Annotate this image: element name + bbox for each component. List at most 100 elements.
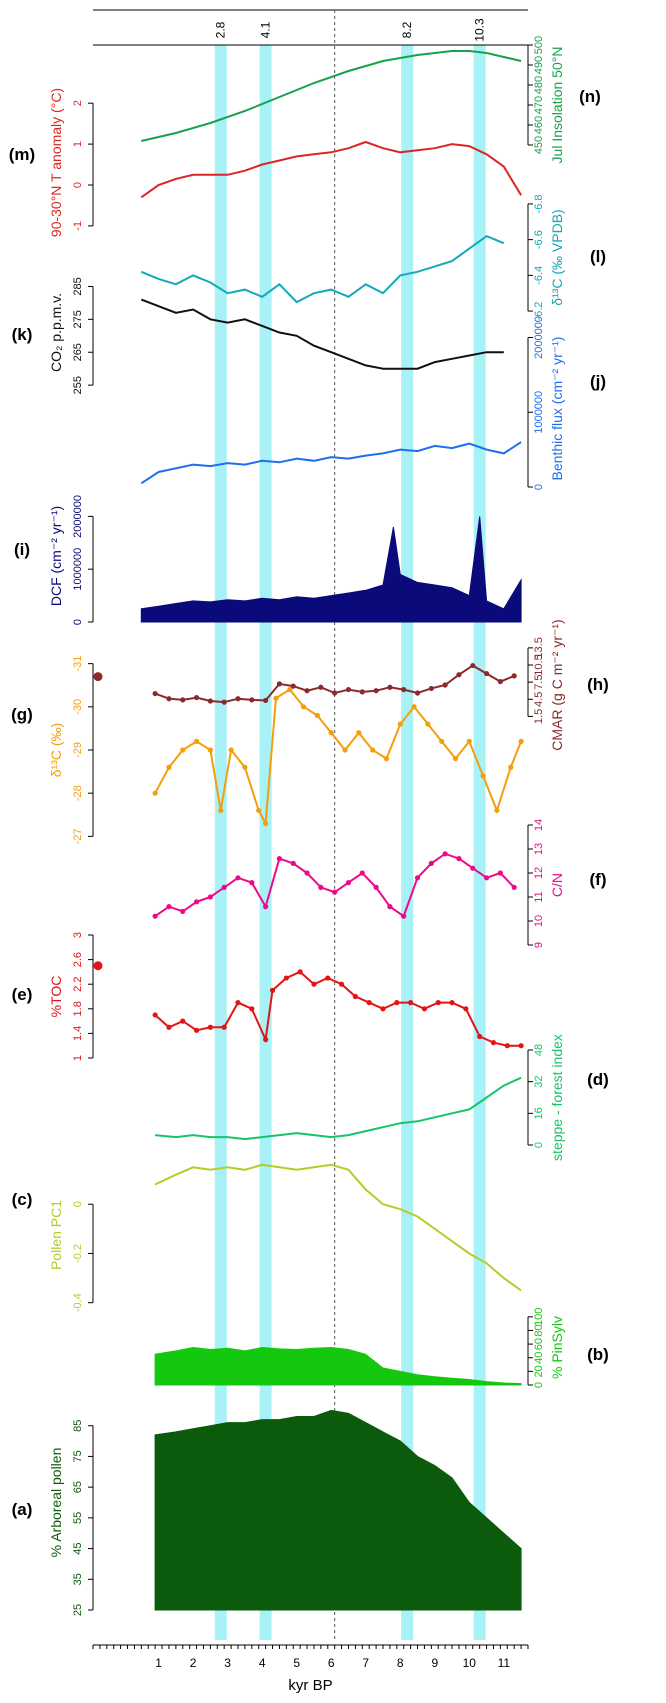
panel-h-tick-label-2: 7.5 [533, 674, 545, 689]
panel-f-point-24 [483, 875, 490, 881]
panel-k-series-line [140, 298, 504, 370]
x-tick-label-7: 8 [397, 1656, 404, 1670]
panel-l-tick-label-0: -6.2 [533, 302, 545, 321]
panel-f-point-21 [442, 851, 448, 857]
panel-n-tick-label-4: 490 [533, 56, 545, 74]
panel-g-series-line [154, 688, 523, 827]
panel-e-point-19 [408, 1000, 414, 1006]
panel-f-point-17 [387, 904, 393, 910]
panel-h-point-12 [318, 684, 324, 690]
panel-a-ylabel: % Arboreal pollen [48, 1448, 64, 1558]
panel-n-tick-label-0: 450 [533, 136, 545, 154]
panel-f-tick-label-1: 10 [533, 915, 545, 927]
x-tick-label-8: 9 [431, 1656, 438, 1670]
panel-c-tick-label-0: -0.4 [72, 1293, 84, 1312]
panel-e-point-7 [249, 1006, 255, 1012]
panel-c-letter: (c) [12, 1190, 33, 1209]
panel-f-point-10 [290, 860, 296, 867]
panel-i-area [140, 516, 522, 623]
panel-e-point-24 [477, 1033, 483, 1040]
x-tick-label-2: 3 [224, 1656, 231, 1670]
panel-j-tick-label-0: 0 [533, 484, 545, 490]
panel-c-tick-label-2: 0 [72, 1201, 84, 1207]
panel-f-point-11 [304, 870, 310, 876]
panel-g-point-15 [342, 747, 348, 753]
panel-e-tick-label-0: 1 [72, 1055, 84, 1061]
panel-b-tick-label-3: 60 [533, 1338, 545, 1350]
panel-h-point-25 [497, 678, 503, 685]
panel-i: 0 1000000 2000000 DCF (cm⁻² yr⁻¹) (i) [14, 495, 522, 625]
panel-h-point-15 [359, 689, 365, 695]
panel-f-point-1 [166, 904, 172, 910]
panel-j-ylabel: Benthic flux (cm⁻² yr⁻¹) [549, 337, 565, 481]
panel-h-point-10 [290, 683, 296, 689]
panel-f-point-9 [276, 856, 283, 862]
panel-g-point-13 [314, 712, 321, 719]
panel-g-point-16 [356, 730, 362, 736]
panel-h-point-21 [442, 682, 448, 688]
panel-e-point-27 [518, 1043, 524, 1049]
band-label-2: 8.2 [400, 21, 414, 38]
panel-h-letter: (h) [587, 675, 609, 694]
panel-j-tick-label-1: 1000000 [533, 391, 545, 434]
panel-k: 255 265 275 285 CO₂ p.p.m.v. (k) [12, 277, 504, 394]
panel-h-ylabel: CMAR (g C m⁻² yr⁻¹) [549, 619, 565, 750]
panel-e-point-5 [221, 1024, 227, 1030]
panel-b-tick-label-2: 40 [533, 1352, 545, 1364]
panel-f-point-20 [428, 860, 434, 867]
panel-m: -1 0 1 2 90-30°N T anomaly (°C) (m) [9, 88, 522, 237]
panel-h-point-26 [511, 673, 517, 679]
panel-g-point-17 [370, 747, 376, 753]
panel-f-point-5 [221, 884, 227, 891]
panel-m-tick-label-0: -1 [72, 221, 84, 231]
panel-g-point-12 [300, 704, 307, 710]
panel-e-point-17 [380, 1006, 386, 1012]
panel-k-tick-label-3: 285 [72, 277, 84, 295]
panel-c-series-line [154, 1163, 522, 1292]
panel-h-point-20 [428, 685, 434, 692]
panel-k-ylabel: CO₂ p.p.m.v. [48, 293, 64, 372]
panel-e-point-22 [449, 1000, 455, 1006]
panel-g-point-4 [207, 747, 213, 753]
panel-d-tick-label-3: 48 [533, 1044, 545, 1056]
panel-l-tick-label-1: -6.4 [533, 266, 545, 285]
panel-a-tick-label-4: 65 [72, 1481, 84, 1493]
panel-e-ylabel: %TOC [48, 976, 64, 1018]
panel-c-tick-label-1: -0.2 [72, 1244, 84, 1263]
panel-b-letter: (b) [587, 1345, 609, 1364]
x-axis-label: kyr BP [288, 1677, 332, 1694]
highlight-bands [214, 45, 486, 1640]
panel-e-point-4 [207, 1024, 213, 1030]
panel-h-tick-label-1: 4.5 [533, 692, 545, 707]
panel-e-letter: (e) [12, 985, 33, 1004]
panel-c-ylabel: Pollen PC1 [48, 1200, 64, 1270]
panel-e-point-26 [504, 1043, 510, 1049]
band-label-0: 2.8 [214, 21, 228, 38]
panel-j: 0 1000000 2000000 Benthic flux (cm⁻² yr⁻¹) (… [140, 316, 606, 490]
panel-g-point-25 [480, 773, 486, 779]
panel-g-point-10 [273, 695, 279, 701]
panel-a-tick-label-6: 85 [72, 1420, 84, 1432]
panel-a-area [154, 1409, 522, 1611]
panel-d-letter: (d) [587, 1070, 609, 1089]
panel-g-tick-label-1: -28 [72, 785, 84, 801]
panel-d-tick-label-1: 16 [533, 1107, 545, 1119]
panel-e-tick-label-4: 2.6 [72, 952, 84, 967]
panel-h-point-19 [414, 690, 421, 696]
panel-e-point-15 [352, 993, 358, 1000]
panel-g-letter: (g) [11, 705, 33, 724]
panel-e-point-10 [283, 975, 289, 981]
panel-m-tick-label-1: 0 [72, 182, 84, 188]
panel-d-tick-label-2: 32 [533, 1076, 545, 1088]
panel-h-point-8 [263, 697, 269, 704]
panel-g-point-8 [256, 807, 262, 814]
panel-g-point-24 [466, 738, 472, 744]
band-labels: 2.8 4.1 8.2 10.3 [214, 18, 487, 42]
panel-i-tick-label-1: 1000000 [72, 548, 84, 591]
highlight-band-3 [473, 45, 486, 1640]
panel-e-series-line [154, 970, 522, 1047]
panel-f-point-15 [359, 870, 365, 876]
panel-a-tick-label-1: 35 [72, 1573, 84, 1585]
